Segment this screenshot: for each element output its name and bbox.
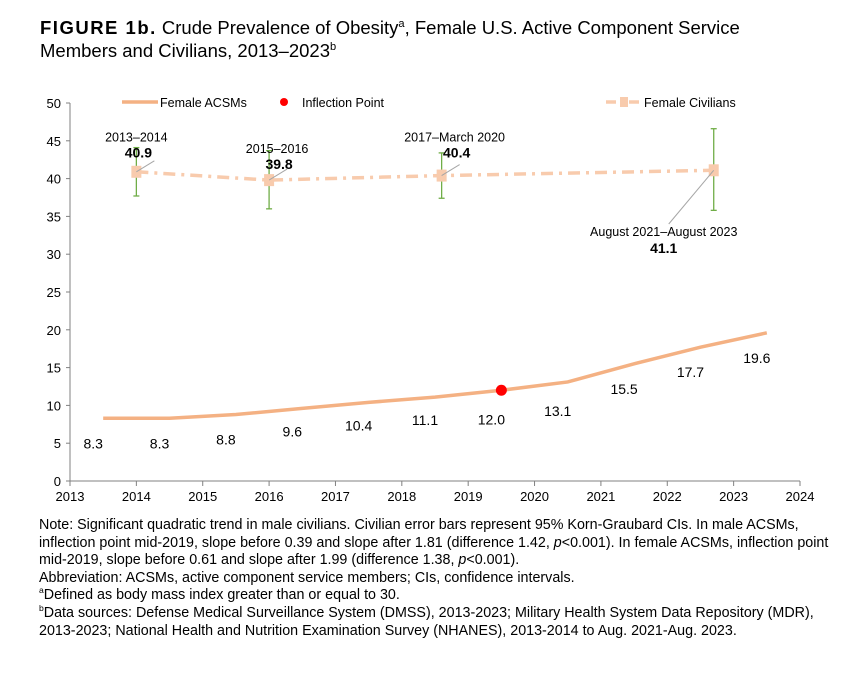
- inflection-point-marker: [495, 384, 507, 396]
- acsm-data-label: 9.6: [283, 423, 303, 439]
- y-tick-label: 25: [47, 285, 61, 300]
- acsm-data-label: 8.3: [150, 435, 170, 451]
- acsm-data-label: 8.3: [83, 435, 103, 451]
- line-chart: 0 5 10 15 20 25 30 35 40 45 50 2013 2014 2015 2016 2017…: [47, 96, 815, 504]
- legend-inflection-swatch: [280, 98, 288, 106]
- x-tick-label: 2023: [719, 489, 748, 504]
- y-tick-label: 35: [47, 209, 61, 224]
- x-tick-label: 2013: [56, 489, 85, 504]
- y-tick-label: 30: [47, 247, 61, 262]
- x-tick-label: 2015: [188, 489, 217, 504]
- y-tick-label: 45: [47, 134, 61, 149]
- acsm-line: [103, 331, 768, 421]
- legend-acsm-label: Female ACSMs: [160, 96, 247, 110]
- civilian-data-label: 40.4: [443, 145, 470, 161]
- acsm-data-label: 19.6: [743, 350, 770, 366]
- acsm-data-label: 13.1: [544, 403, 571, 419]
- legend-inflection-label: Inflection Point: [302, 96, 385, 110]
- figure-title: FIGURE 1b. Crude Prevalence of Obesitya,…: [40, 16, 820, 62]
- civilian-period-label: 2015–2016: [246, 142, 309, 156]
- footnote-marker: b: [330, 40, 337, 53]
- footnote-marker: a: [398, 17, 405, 30]
- legend-civilian-label: Female Civilians: [644, 96, 736, 110]
- y-tick-label: 5: [54, 436, 61, 451]
- acsm-data-label: 8.8: [216, 431, 236, 447]
- legend-civilian-marker: [620, 97, 628, 107]
- civilian-period-label: 2017–March 2020: [404, 131, 505, 145]
- x-tick-label: 2018: [387, 489, 416, 504]
- y-tick-label: 0: [54, 474, 61, 489]
- civilian-data-label: 39.8: [265, 156, 292, 172]
- x-tick-label: 2017: [321, 489, 350, 504]
- note-main: Note: Significant quadratic trend in mal…: [39, 517, 829, 569]
- leader-line: [268, 168, 288, 181]
- x-tick-label: 2019: [454, 489, 483, 504]
- acsm-data-label: 10.4: [345, 417, 372, 433]
- footnote-b: bData sources: Defense Medical Surveilla…: [39, 603, 814, 639]
- leader-line: [441, 164, 460, 177]
- civilian-period-label: August 2021–August 2023: [590, 225, 737, 239]
- note-abbreviation: Abbreviation: ACSMs, active component se…: [39, 569, 575, 586]
- title-text: , Female U.S. Active Component Service M…: [40, 17, 740, 61]
- figure-label: FIGURE 1b.: [40, 17, 157, 38]
- civilian-line: [136, 168, 714, 182]
- acsm-data-label: 11.1: [412, 412, 438, 428]
- x-tick-label: 2014: [122, 489, 151, 504]
- y-tick-label: 50: [47, 96, 61, 111]
- x-tick-label: 2022: [653, 489, 682, 504]
- acsm-data-label: 15.5: [610, 381, 637, 397]
- x-tick-label: 2016: [255, 489, 284, 504]
- y-tick-label: 40: [47, 172, 61, 187]
- y-tick-label: 20: [47, 323, 61, 338]
- y-tick-label: 15: [47, 361, 61, 376]
- civilian-data-label: 41.1: [650, 240, 677, 256]
- civilian-period-label: 2013–2014: [105, 131, 168, 145]
- x-tick-label: 2020: [520, 489, 549, 504]
- title-text: Crude Prevalence of Obesity: [156, 17, 399, 38]
- leader-line: [136, 160, 155, 173]
- y-tick-label: 10: [47, 398, 61, 413]
- acsm-data-label: 17.7: [677, 364, 704, 380]
- notes: Note: Significant quadratic trend in mal…: [39, 517, 829, 640]
- acsm-data-label: 12.0: [478, 411, 505, 427]
- x-tick-label: 2024: [786, 489, 815, 504]
- civilian-data-label: 40.9: [125, 145, 152, 161]
- leader-line: [668, 169, 715, 225]
- x-tick-label: 2021: [586, 489, 615, 504]
- footnote-a: aDefined as body mass index greater than…: [39, 585, 400, 604]
